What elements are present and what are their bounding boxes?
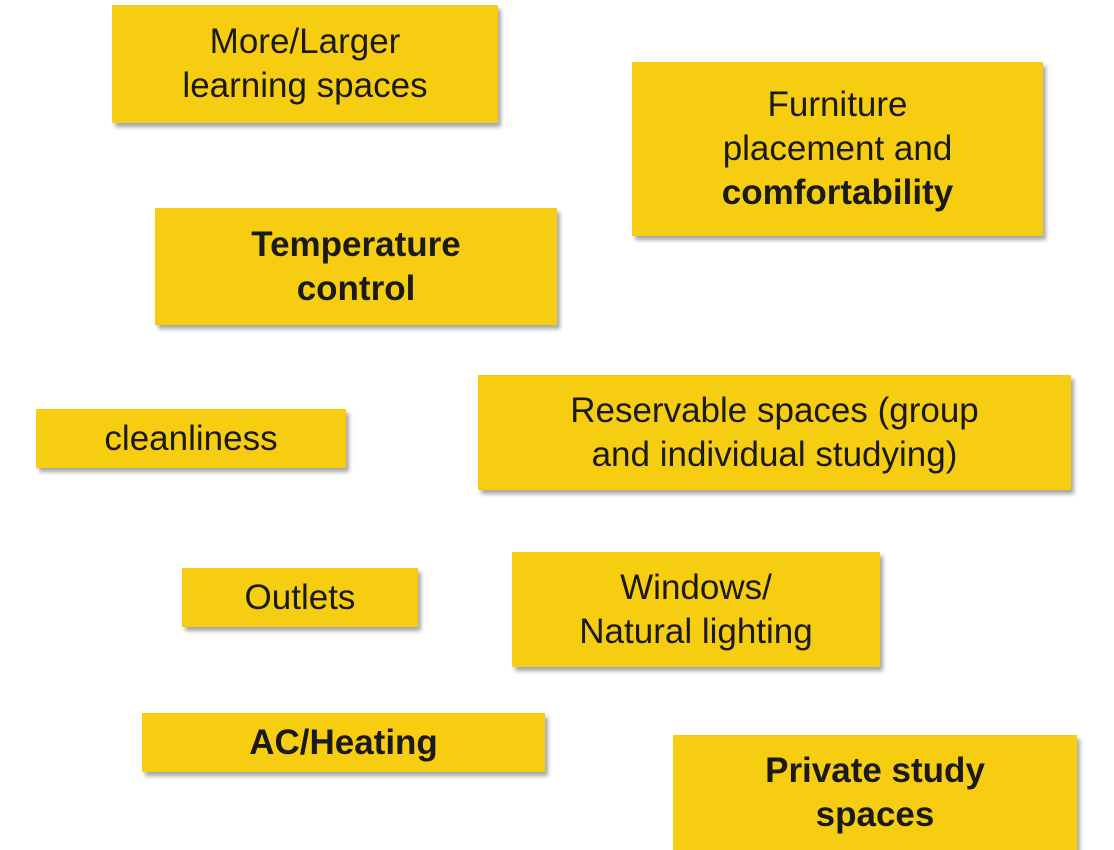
note-text: placement and (722, 129, 953, 168)
sticky-note: AC/Heating (142, 713, 545, 772)
note-text: Temperature (251, 224, 461, 264)
sticky-note: More/Larger learning spaces (112, 5, 498, 123)
note-text: Outlets (244, 577, 356, 617)
note-text: spaces (815, 794, 935, 834)
note-text: Furniture (767, 85, 908, 124)
sticky-note: Furniture placement and comfortability (632, 62, 1043, 236)
note-text: More/Larger (209, 22, 401, 61)
note-text: learning spaces (182, 66, 428, 105)
note-text: Private study (765, 750, 985, 790)
sticky-note: Reservable spaces (group and individual s… (478, 375, 1071, 490)
sticky-note: cleanliness (36, 409, 346, 468)
note-text: control (296, 268, 416, 308)
note-text: comfortability (721, 173, 954, 212)
note-text: and individual studying) (591, 434, 958, 474)
note-text: Reservable spaces (group (570, 390, 979, 430)
note-text: AC/Heating (249, 722, 438, 762)
sticky-note: Windows/Natural lighting (512, 552, 880, 667)
note-text: cleanliness (104, 418, 278, 458)
sticky-note: Outlets (182, 568, 418, 627)
note-text: Natural lighting (579, 611, 813, 651)
sticky-note: Private study spaces (673, 735, 1077, 850)
sticky-note: Temperature control (155, 208, 557, 325)
note-text: Windows/ (620, 567, 772, 607)
